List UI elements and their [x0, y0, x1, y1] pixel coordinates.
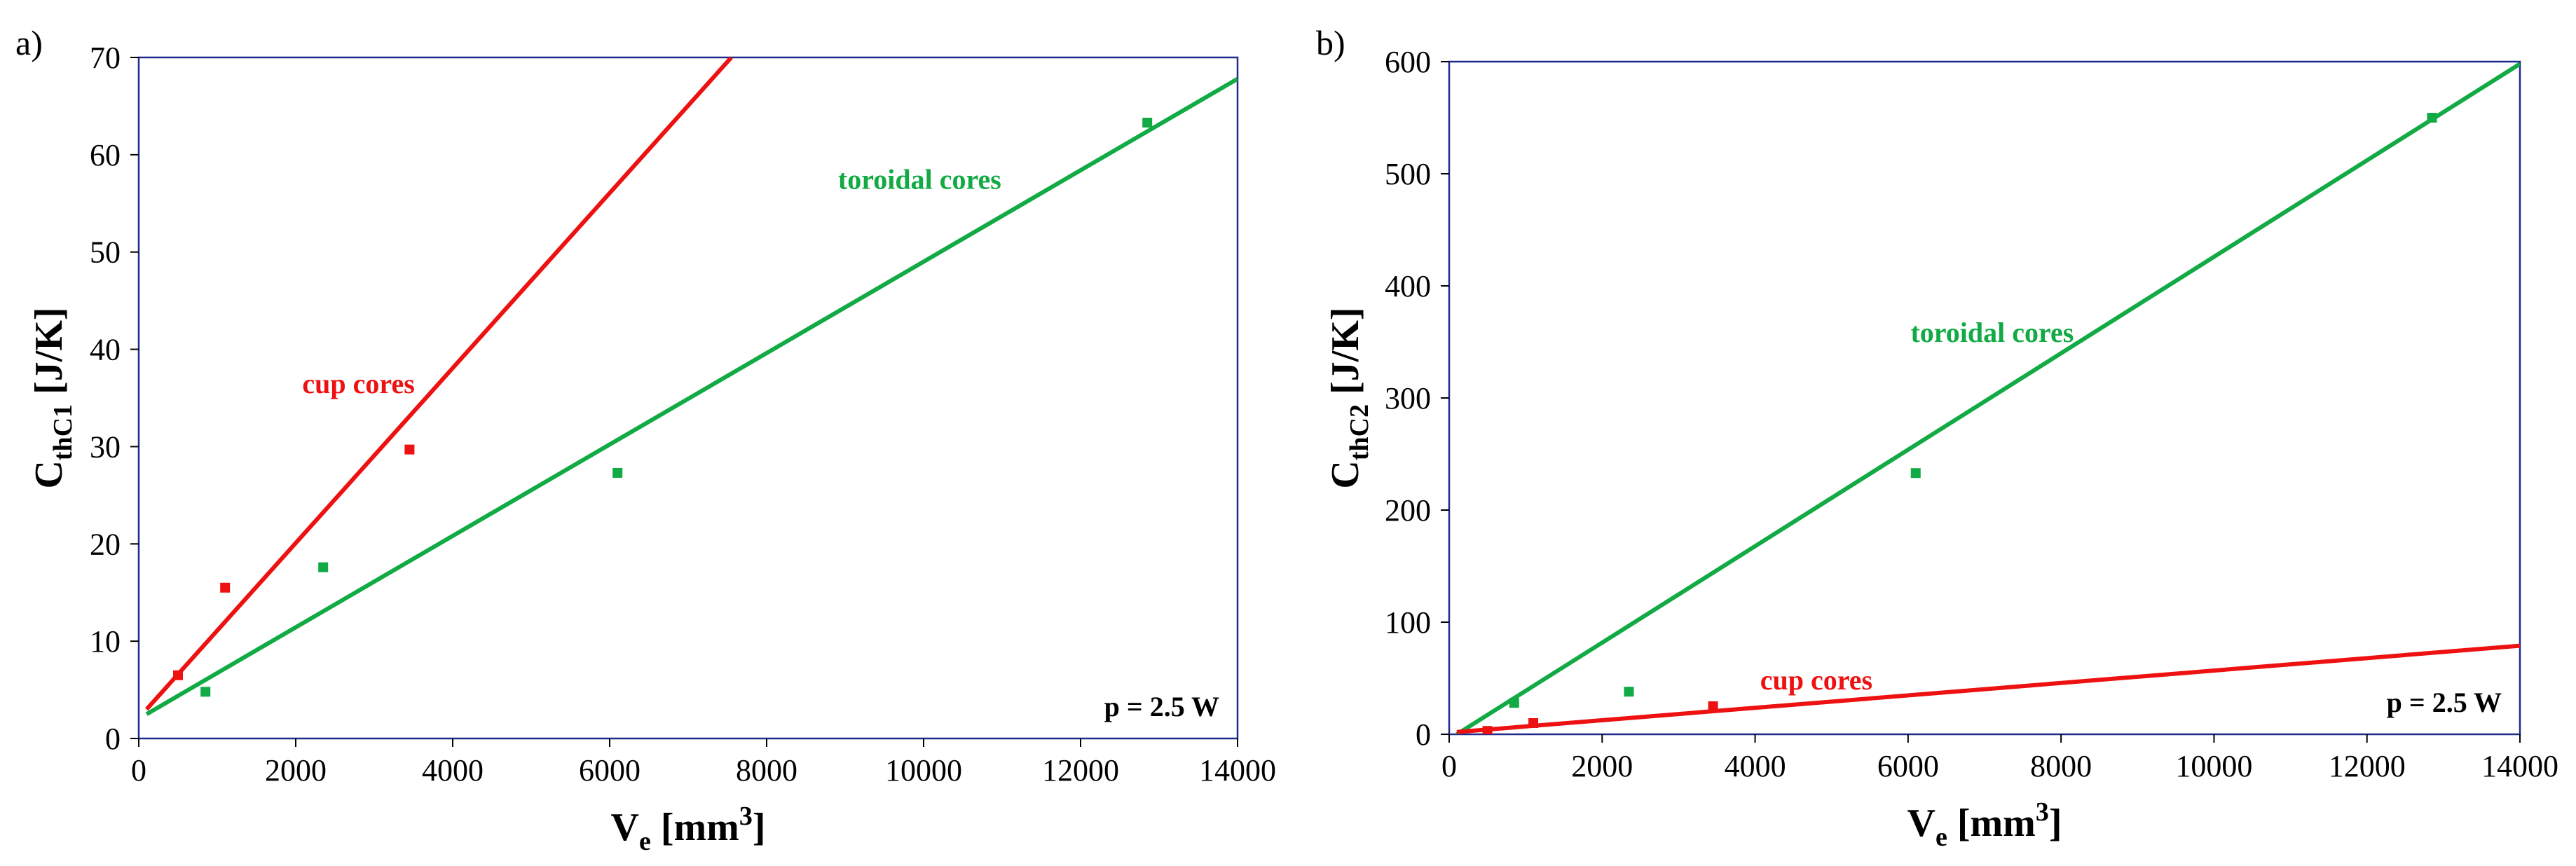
data-point-cup-cores — [1708, 701, 1718, 711]
x-tick-label: 8000 — [2030, 749, 2092, 783]
panel-label: a) — [15, 23, 43, 62]
power-note: p = 2.5 W — [1104, 691, 1219, 722]
data-point-cup-cores — [404, 444, 415, 455]
x-tick-label: 2000 — [1571, 749, 1633, 783]
y-tick-label: 10 — [90, 624, 121, 659]
x-tick-label: 12000 — [1042, 753, 1119, 788]
y-axis-title: CthC1 [J/K] — [27, 307, 78, 488]
panel-label: b) — [1316, 23, 1345, 62]
power-note: p = 2.5 W — [2387, 687, 2502, 718]
data-point-toroidal-cores — [1509, 698, 1519, 708]
x-axis-title: Ve [mm3] — [1907, 797, 2062, 852]
x-tick-label: 0 — [1441, 749, 1457, 783]
chart-panel-a: a) 0 2000 4000 6000 8000 10000 12000 14000 0 10 20 3… — [15, 23, 1276, 856]
x-tick-label: 10000 — [885, 753, 962, 788]
series-annotation: toroidal cores — [1910, 317, 2074, 348]
data-point-toroidal-cores — [1910, 468, 1921, 479]
plot-data — [144, 57, 1238, 716]
data-point-toroidal-cores — [1142, 118, 1153, 128]
data-point-cup-cores — [1528, 718, 1539, 728]
data-point-toroidal-cores — [1624, 687, 1634, 697]
x-tick-label: 4000 — [422, 753, 484, 788]
y-tick-label: 300 — [1385, 381, 1431, 415]
y-tick-label: 20 — [90, 527, 121, 561]
data-point-cup-cores — [1482, 726, 1493, 734]
plot-data — [1455, 62, 2520, 734]
y-tick-label: 600 — [1385, 45, 1431, 79]
series-annotation: toroidal cores — [838, 163, 1001, 195]
y-tick-label: 60 — [90, 138, 121, 172]
x-tick-label: 6000 — [1877, 749, 1939, 783]
fit-line-cup-cores — [144, 57, 733, 711]
x-axis-title: Ve [mm3] — [611, 802, 766, 856]
chart-panel-b: b) 0 2000 4000 6000 8000 10000 12000 14000 0 100 20… — [1316, 23, 2558, 852]
y-tick-label: 200 — [1385, 493, 1431, 528]
y-tick-label: 30 — [90, 429, 121, 464]
data-point-toroidal-cores — [2427, 113, 2437, 123]
x-tick-label: 14000 — [2481, 749, 2558, 783]
y-tick-label: 400 — [1385, 269, 1431, 303]
x-tick-label: 0 — [131, 753, 146, 788]
fit-line-cup-cores — [1456, 643, 2520, 734]
y-tick-label: 70 — [90, 41, 121, 75]
data-point-cup-cores — [220, 582, 231, 593]
y-axis-title: CthC2 [J/K] — [1324, 307, 1374, 488]
y-tick-label: 50 — [90, 235, 121, 270]
data-point-toroidal-cores — [200, 687, 211, 697]
data-point-cup-cores — [173, 670, 183, 680]
x-tick-label: 12000 — [2329, 749, 2406, 783]
plot-area-frame — [1448, 60, 2521, 736]
y-tick-label: 40 — [90, 333, 121, 367]
x-tick-label: 2000 — [265, 753, 327, 788]
x-tick-label: 10000 — [2175, 749, 2252, 783]
y-tick-label: 100 — [1385, 605, 1431, 640]
x-tick-label: 6000 — [579, 753, 640, 788]
data-point-toroidal-cores — [612, 467, 623, 478]
x-tick-label: 8000 — [736, 753, 797, 788]
series-annotation: cup cores — [302, 368, 414, 399]
y-tick-label: 0 — [105, 722, 121, 756]
y-tick-label: 0 — [1416, 717, 1431, 752]
x-tick-label: 4000 — [1725, 749, 1786, 783]
fit-line-toroidal-cores — [145, 76, 1238, 716]
x-tick-label: 14000 — [1199, 753, 1276, 788]
fit-line-toroidal-cores — [1455, 62, 2520, 734]
data-point-toroidal-cores — [318, 562, 329, 572]
series-annotation: cup cores — [1760, 664, 1872, 696]
y-tick-label: 500 — [1385, 157, 1431, 191]
